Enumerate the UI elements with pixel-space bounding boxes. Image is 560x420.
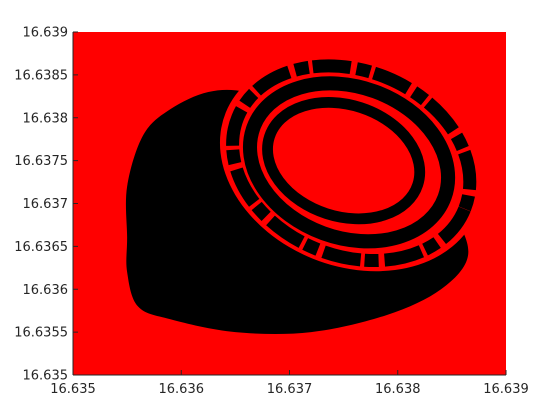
y-tick-label: 16.635 <box>23 369 69 384</box>
x-tick-label: 16.639 <box>483 382 529 397</box>
x-tick-label: 16.636 <box>159 382 205 397</box>
y-tick-label: 16.6365 <box>14 240 68 255</box>
x-tick-label: 16.637 <box>267 382 313 397</box>
outer-ring <box>226 59 477 268</box>
inner-core <box>278 109 410 209</box>
axes: 16.635 16.636 16.637 16.638 16.639 16.635 16.6… <box>14 26 529 398</box>
x-tick-label: 16.635 <box>50 382 96 397</box>
plot-area <box>73 32 506 375</box>
classification-regions <box>125 55 483 335</box>
y-tick-label: 16.639 <box>23 26 69 41</box>
middle-ring <box>242 76 456 249</box>
y-tick-label: 16.638 <box>23 111 69 126</box>
y-tick-label: 16.636 <box>23 283 69 298</box>
y-tick-label: 16.6375 <box>14 154 68 169</box>
x-tick-label: 16.638 <box>375 382 421 397</box>
inner-ring <box>262 96 426 225</box>
y-tick-label: 16.6355 <box>14 326 68 341</box>
y-tick-label: 16.637 <box>23 197 69 212</box>
y-tick-label: 16.6385 <box>14 68 68 83</box>
